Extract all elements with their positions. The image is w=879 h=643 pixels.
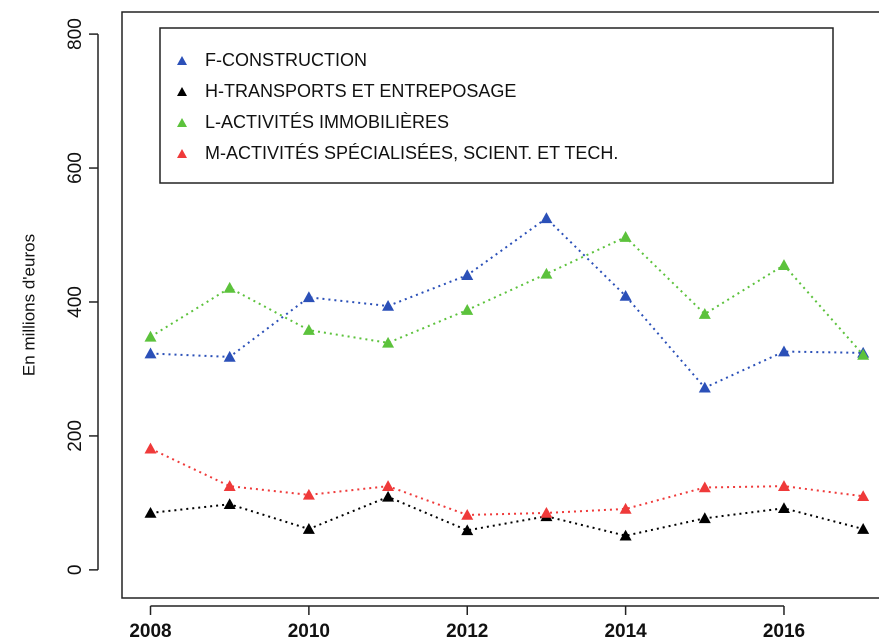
point (302, 523, 315, 534)
point (698, 381, 711, 393)
point (619, 231, 632, 242)
point (144, 347, 157, 359)
y-axis-label: En millions d'euros (19, 234, 38, 376)
point (540, 506, 553, 518)
point (698, 308, 711, 319)
x-tick-label: 2016 (763, 621, 805, 642)
legend-marker (177, 56, 187, 65)
point (144, 442, 157, 454)
x-tick-label: 2010 (288, 621, 330, 642)
point (144, 330, 157, 342)
point (302, 488, 315, 500)
point (777, 259, 790, 270)
legend-label: L-ACTIVITÉS IMMOBILIÈRES (205, 112, 449, 132)
point (223, 281, 236, 293)
point (619, 529, 632, 541)
series-line (150, 216, 864, 389)
point (223, 498, 236, 510)
point (698, 512, 711, 524)
point (857, 490, 870, 502)
legend-box (159, 27, 834, 184)
point (777, 480, 790, 491)
point (461, 508, 474, 520)
point (857, 523, 870, 534)
legend-marker (177, 118, 187, 127)
point (223, 350, 236, 362)
series-line (150, 447, 864, 516)
point (144, 506, 157, 518)
point (619, 289, 632, 301)
y-tick-label: 400 (65, 286, 86, 318)
point (619, 502, 632, 514)
point (540, 212, 553, 224)
point (540, 267, 553, 279)
y-tick-label: 800 (65, 18, 86, 50)
legend-label: F-CONSTRUCTION (205, 50, 367, 70)
y-tick-label: 600 (65, 152, 86, 184)
point (461, 524, 474, 536)
legend-marker (177, 87, 187, 96)
point (777, 345, 790, 357)
legend-label: M-ACTIVITÉS SPÉCIALISÉES, SCIENT. ET TEC… (205, 143, 618, 163)
point (382, 336, 395, 348)
point (382, 490, 395, 502)
series-line (149, 235, 864, 356)
point (698, 481, 711, 493)
point (382, 300, 395, 311)
point (461, 269, 474, 280)
legend-marker (177, 149, 187, 158)
point (223, 480, 236, 491)
x-tick-label: 2012 (446, 621, 488, 642)
point (382, 480, 395, 491)
series-line (150, 495, 864, 537)
point (857, 348, 870, 360)
y-tick-label: 200 (65, 420, 86, 452)
x-tick-label: 2008 (129, 621, 171, 642)
point (777, 502, 790, 514)
point (302, 291, 315, 303)
legend-label: H-TRANSPORTS ET ENTREPOSAGE (205, 81, 516, 101)
point (302, 324, 315, 335)
x-tick-label: 2014 (604, 621, 647, 642)
point (461, 304, 474, 315)
plot-frame (121, 11, 879, 599)
y-tick-label: 0 (65, 565, 86, 576)
